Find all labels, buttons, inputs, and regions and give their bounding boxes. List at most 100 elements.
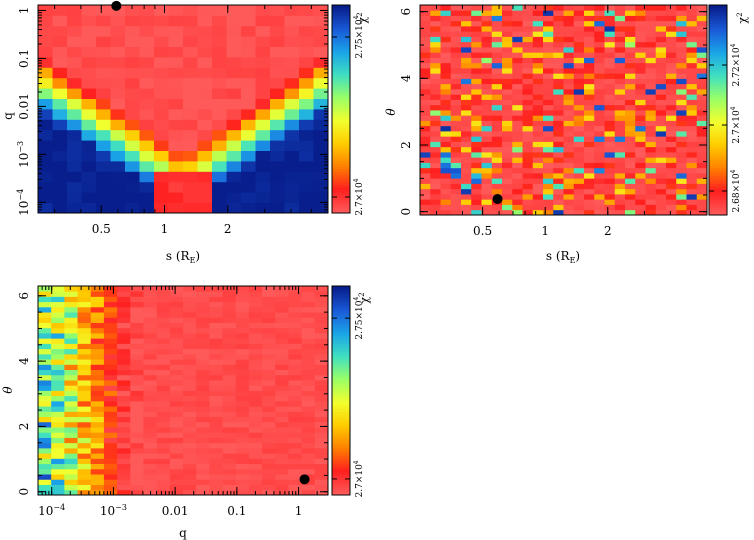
heatmap-cell	[169, 380, 184, 386]
heatmap-cell	[614, 62, 626, 69]
heatmap-cell	[226, 57, 242, 68]
heatmap-cell	[139, 161, 155, 172]
heatmap-cell	[154, 192, 169, 203]
heatmap-cell	[512, 152, 523, 158]
heatmap-cell	[543, 73, 554, 79]
heatmap-cell	[38, 474, 52, 480]
colorbar-segment	[709, 47, 727, 51]
heatmap-cell	[573, 10, 585, 16]
colorbar-segment	[332, 189, 350, 193]
heatmap-cell	[96, 109, 111, 120]
heatmap-cell	[481, 173, 493, 179]
heatmap-cell	[209, 453, 223, 459]
heatmap-cell	[284, 119, 300, 131]
colorbar-segment	[332, 166, 350, 170]
colorbar-segment	[332, 15, 350, 19]
heatmap-cell	[314, 411, 329, 418]
colorbar-tick-label: 2.68×104	[730, 169, 742, 212]
heatmap-cell	[676, 94, 687, 100]
heatmap-cell	[275, 395, 289, 402]
heatmap-cell	[420, 178, 431, 184]
colorbar-segment	[332, 387, 350, 391]
heatmap-cell	[584, 41, 595, 48]
heatmap-cell	[512, 157, 523, 163]
heatmap-cell	[522, 15, 534, 22]
heatmap-cell	[143, 453, 158, 459]
heatmap-cell	[209, 427, 223, 433]
heatmap-cell	[130, 374, 144, 381]
heatmap-cell	[262, 296, 276, 303]
heatmap-cell	[284, 46, 300, 58]
heatmap-cell	[686, 99, 698, 106]
heatmap-cell	[51, 306, 65, 313]
heatmap-cell	[563, 146, 575, 153]
heatmap-cell	[64, 432, 78, 438]
heatmap-cell	[235, 364, 250, 371]
heatmap-cell	[196, 390, 210, 397]
heatmap-cell	[143, 301, 158, 308]
heatmap-cell	[502, 94, 513, 100]
heatmap-cell	[655, 115, 667, 121]
heatmap-cell	[666, 78, 677, 85]
heatmap-cell	[594, 10, 605, 16]
colorbar-segment	[332, 346, 350, 350]
heatmap-cell	[299, 119, 314, 131]
heatmap-cell	[168, 140, 184, 151]
heatmap-cell	[532, 89, 544, 95]
heatmap-cell	[288, 296, 303, 303]
heatmap-cell	[696, 83, 708, 90]
heatmap-cell	[686, 209, 698, 216]
heatmap-cell	[522, 31, 534, 37]
colorbar-segment	[332, 314, 350, 318]
heatmap-cell	[52, 67, 68, 79]
heatmap-cell	[666, 162, 677, 169]
heatmap-cell	[275, 348, 289, 355]
heatmap-cell	[676, 115, 687, 121]
heatmap-cell	[117, 416, 131, 423]
heatmap-cell	[594, 188, 605, 195]
heatmap-cell	[183, 333, 197, 339]
heatmap-cell	[502, 178, 513, 184]
heatmap-cell	[67, 171, 82, 183]
heatmap-cell	[314, 306, 329, 313]
heatmap-cell	[481, 125, 493, 132]
heatmap-cell	[573, 141, 585, 148]
heatmap-cell	[614, 125, 626, 132]
y-axis-title-q-theta: θ	[1, 386, 15, 394]
heatmap-cell	[222, 479, 237, 485]
heatmap-cell	[461, 31, 472, 37]
y-tick-label: 6	[17, 292, 31, 300]
heatmap-cell	[77, 348, 92, 355]
colorbar-segment	[332, 179, 350, 183]
heatmap-cell	[676, 183, 687, 190]
heatmap-cell	[594, 104, 605, 111]
heatmap-cell	[645, 78, 657, 85]
heatmap-cell	[38, 77, 53, 89]
heatmap-cell	[491, 173, 503, 179]
heatmap-cell	[156, 333, 171, 339]
heatmap-cell	[491, 146, 503, 153]
heatmap-cell	[481, 73, 493, 79]
heatmap-cell	[222, 338, 237, 344]
heatmap-cell	[212, 109, 227, 120]
heatmap-cell	[196, 312, 210, 318]
heatmap-cell	[594, 68, 605, 74]
heatmap-cell	[248, 296, 263, 303]
axis-ticks-s-q	[38, 5, 329, 214]
heatmap-cell	[130, 369, 144, 376]
heatmap-cell	[696, 73, 708, 79]
heatmap-cell	[666, 131, 677, 137]
heatmap-cell	[288, 411, 303, 418]
heatmap-cell	[502, 26, 513, 32]
heatmap-cell	[275, 322, 289, 329]
heatmap-cell	[143, 416, 158, 423]
heatmap-cell	[440, 199, 452, 205]
heatmap-cell	[262, 291, 276, 297]
heatmap-cell	[222, 301, 237, 308]
heatmap-cell	[676, 57, 687, 64]
heatmap-cell	[96, 46, 111, 58]
heatmap-cell	[645, 157, 657, 163]
heatmap-cell	[51, 453, 65, 459]
